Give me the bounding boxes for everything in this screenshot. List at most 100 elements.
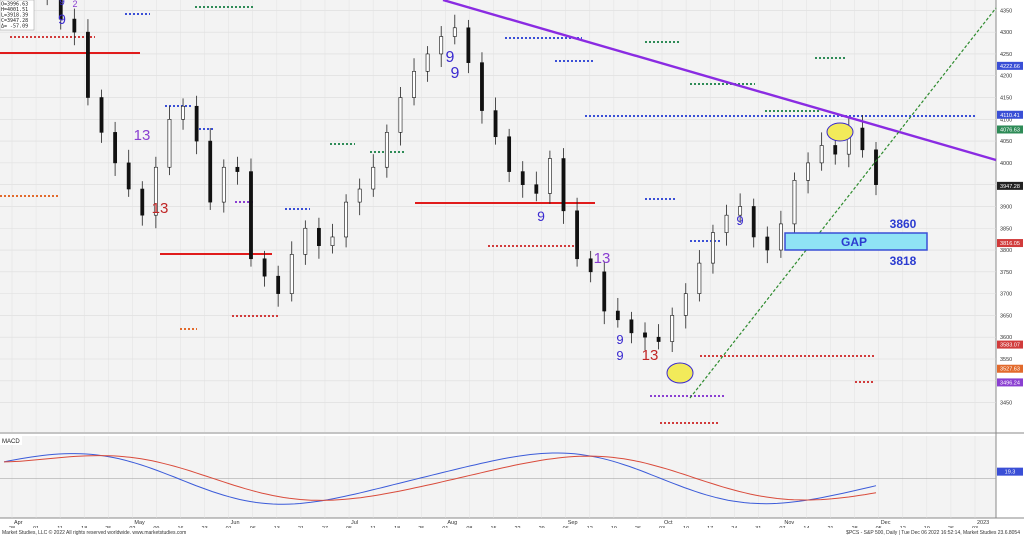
candle-body bbox=[792, 180, 797, 225]
y-tick-label: 4050 bbox=[1000, 139, 1012, 145]
y-tick-label: 3850 bbox=[1000, 226, 1012, 232]
setup-count: 9 bbox=[616, 348, 623, 363]
x-month-label: Jun bbox=[231, 520, 240, 526]
candle-body bbox=[208, 140, 213, 203]
price-tag-label: 3527.63 bbox=[1000, 367, 1020, 373]
y-tick-label: 4350 bbox=[1000, 8, 1012, 14]
macd-panel bbox=[0, 436, 996, 518]
candle-body bbox=[575, 210, 579, 260]
candle-body bbox=[262, 258, 267, 277]
gap-label: GAP bbox=[841, 235, 867, 249]
gap-box bbox=[784, 232, 928, 251]
footer-info: $PCS - S&P 500, Daily | Tue Dec 06 2022 … bbox=[846, 530, 1020, 536]
y-tick-label: 3800 bbox=[1000, 248, 1012, 254]
candle-body bbox=[249, 171, 253, 260]
overlays bbox=[442, 0, 997, 399]
setup-count: 9 bbox=[616, 332, 623, 347]
candle-body bbox=[588, 258, 593, 273]
candle-body bbox=[221, 166, 226, 203]
candle-body bbox=[86, 31, 90, 98]
x-month-label: Apr bbox=[14, 520, 23, 526]
x-month-label: Nov bbox=[784, 520, 794, 526]
y-tick-label: 4300 bbox=[1000, 30, 1012, 36]
candle-body bbox=[289, 254, 294, 294]
x-month-label: Dec bbox=[881, 520, 891, 526]
y-tick-label: 3700 bbox=[1000, 292, 1012, 298]
x-month-label: Oct bbox=[664, 520, 673, 526]
y-tick-label: 4200 bbox=[1000, 74, 1012, 80]
candle-body bbox=[833, 145, 838, 155]
candle-body bbox=[167, 119, 172, 168]
price-tag bbox=[997, 61, 1023, 70]
price-tag bbox=[997, 239, 1023, 248]
candle-body bbox=[480, 62, 484, 111]
candle-body bbox=[806, 162, 810, 181]
setup-count: 13 bbox=[642, 347, 659, 364]
candle-body bbox=[113, 132, 118, 164]
candle-body bbox=[439, 36, 444, 55]
setup-count: 9 bbox=[736, 213, 743, 228]
ohlc-low: L=3918.39 bbox=[1, 13, 28, 19]
signal-line bbox=[3, 455, 877, 501]
setup-count: 9 bbox=[446, 49, 455, 66]
candle-body bbox=[507, 136, 512, 172]
candle-body bbox=[140, 188, 145, 216]
y-tick-label: 3750 bbox=[1000, 270, 1012, 276]
candle-body bbox=[615, 310, 620, 321]
candle-body bbox=[317, 227, 321, 246]
setup-count: 9 bbox=[537, 208, 545, 224]
macd-lines bbox=[0, 452, 996, 505]
candle-body bbox=[126, 162, 131, 190]
price-tag bbox=[997, 378, 1023, 387]
setup-count: 13 bbox=[594, 250, 611, 267]
candle-body bbox=[602, 271, 607, 312]
price-tag bbox=[997, 110, 1023, 119]
candle-body bbox=[344, 201, 348, 238]
candle-body bbox=[276, 275, 281, 294]
price-tag-label: 3816.05 bbox=[1000, 241, 1020, 247]
candle-body bbox=[778, 223, 783, 251]
candle-body bbox=[58, 0, 63, 20]
price-tag bbox=[997, 364, 1023, 373]
candle-body bbox=[72, 18, 77, 33]
y-tick-label: 4000 bbox=[1000, 161, 1012, 167]
candle-body bbox=[738, 206, 743, 216]
y-tick-label: 4100 bbox=[1000, 117, 1012, 123]
candle-body bbox=[452, 27, 457, 37]
candle-body bbox=[534, 184, 539, 194]
price-tag bbox=[997, 125, 1023, 134]
price-tag bbox=[997, 181, 1023, 190]
x-month-label: Aug bbox=[447, 520, 457, 526]
candle-body bbox=[412, 71, 416, 98]
price-tag-label: 4222.66 bbox=[1000, 64, 1020, 70]
countdown-circle bbox=[826, 122, 854, 142]
setup-count: 13 bbox=[134, 127, 151, 144]
price-tag-label: 3496.24 bbox=[1000, 380, 1020, 386]
candle-body bbox=[99, 97, 104, 133]
candle-body bbox=[643, 332, 647, 338]
candle-body bbox=[330, 236, 335, 246]
candle-body bbox=[398, 97, 403, 133]
countdown-circle bbox=[666, 362, 694, 384]
candle-body bbox=[711, 232, 715, 264]
candle-body bbox=[874, 149, 878, 185]
y-axis-labels: 3450350035503600365037003750380038503900… bbox=[997, 8, 1023, 476]
ohlc-open: O=3996.63 bbox=[1, 2, 28, 8]
gap-lower-label: 3818 bbox=[890, 254, 917, 268]
setup-count: 9 bbox=[59, 0, 65, 8]
macd-line bbox=[3, 452, 877, 505]
candle-body bbox=[656, 336, 661, 342]
candle-body bbox=[194, 105, 199, 142]
x-month-label: 2023 bbox=[977, 520, 989, 526]
price-tag bbox=[997, 340, 1023, 349]
candle-body bbox=[683, 293, 688, 316]
candle-body bbox=[561, 158, 566, 212]
candle-body bbox=[235, 166, 240, 172]
resistance-trendline bbox=[442, 0, 997, 162]
candle-body bbox=[751, 206, 756, 238]
x-month-label: Jul bbox=[351, 520, 358, 526]
candle-body bbox=[860, 127, 865, 151]
candle-body bbox=[697, 262, 702, 294]
